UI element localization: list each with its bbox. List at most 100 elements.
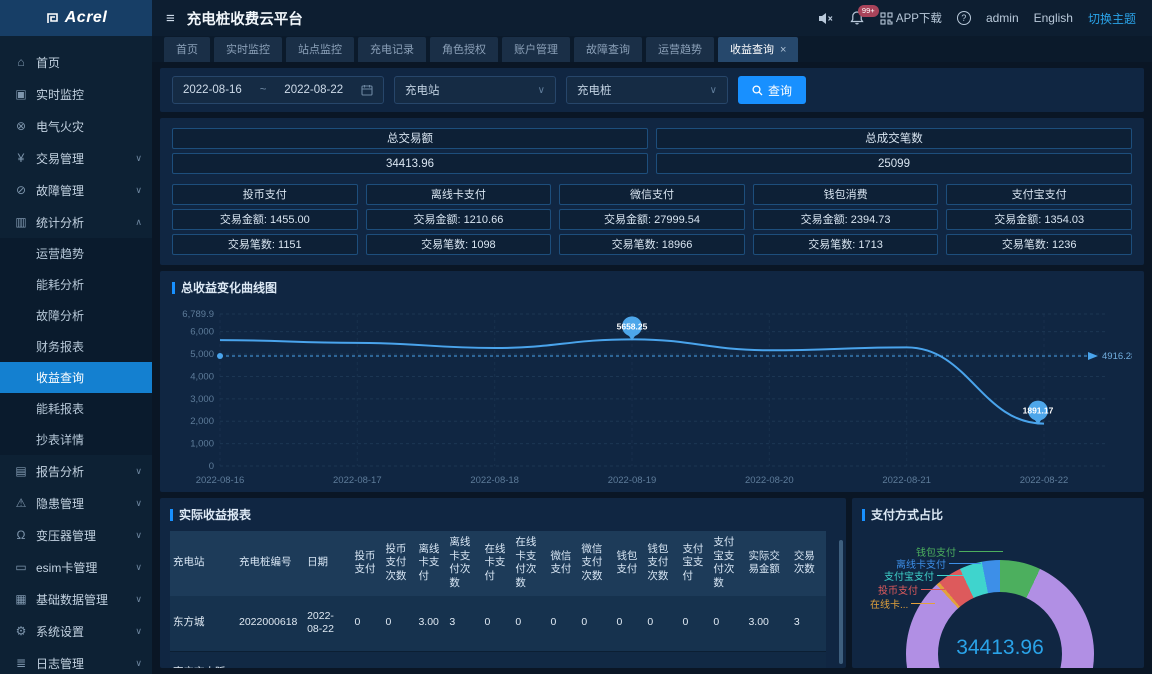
sidebar-item-隐患管理[interactable]: ⚠ 隐患管理 ∨: [0, 487, 152, 519]
table-cell: 0: [745, 651, 791, 668]
language-switch[interactable]: English: [1033, 11, 1073, 25]
station-select[interactable]: 充电站 ∨: [394, 76, 556, 104]
table-cell: 3: [790, 595, 826, 652]
tab-故障查询[interactable]: 故障查询: [574, 37, 642, 62]
table-cell: 东方城: [170, 595, 236, 652]
search-icon: [752, 84, 763, 95]
sidebar-item-label: 交易管理: [36, 151, 85, 166]
payment-count: 交易笔数: 1713: [752, 234, 939, 255]
pile-select[interactable]: 充电桩 ∨: [566, 76, 728, 104]
date-end-value[interactable]: 2022-08-22: [284, 84, 344, 96]
pie-legend-item: 投币支付: [878, 582, 945, 597]
date-range-picker[interactable]: 2022-08-16 ~ 2022-08-22: [172, 76, 384, 104]
sidebar-item-统计分析[interactable]: ▥ 统计分析 ∧: [0, 206, 152, 238]
payment-card-钱包消费: 钱包消费 交易金额: 2394.73 交易笔数: 1713: [752, 184, 939, 255]
log-icon: ≣: [15, 656, 27, 670]
revenue-chart-panel: 总收益变化曲线图 0 1,000 2,000 3,000 4,000 5,000 6,000…: [160, 271, 1144, 492]
table-scrollbar[interactable]: [839, 540, 843, 664]
svg-text:2022-08-20: 2022-08-20: [745, 475, 794, 486]
sidebar-subitem-抄表详情[interactable]: 抄表详情: [36, 433, 85, 447]
table-cell: 1: [578, 651, 614, 668]
payment-name: 微信支付: [559, 184, 745, 205]
sidebar-item-label: 故障管理: [36, 183, 85, 198]
theme-switch-link[interactable]: 切换主题: [1087, 11, 1136, 26]
table-cell: 0: [578, 595, 614, 652]
payment-card-投币支付: 投币支付 交易金额: 1455.00 交易笔数: 1151: [172, 184, 358, 255]
payment-amount: 交易金额: 1455.00: [172, 209, 358, 230]
transformer-icon: Ω: [16, 528, 26, 542]
close-icon[interactable]: ×: [780, 44, 787, 56]
payment-amount: 交易金额: 1354.03: [946, 209, 1132, 230]
tab-label: 运营趋势: [658, 44, 702, 56]
user-menu[interactable]: admin: [985, 11, 1019, 25]
chevron-down-icon: ∨: [135, 657, 142, 668]
tab-运营趋势[interactable]: 运营趋势: [646, 37, 714, 62]
collapse-sidebar-icon[interactable]: ≡: [166, 9, 175, 27]
table-cell: 0: [382, 651, 416, 668]
tab-站点监控[interactable]: 站点监控: [286, 37, 354, 62]
tab-账户管理[interactable]: 账户管理: [502, 37, 570, 62]
table-cell: 3: [446, 595, 482, 652]
table-cell: 0: [710, 651, 746, 668]
sidebar-item-label: 系统设置: [36, 624, 85, 639]
payment-count: 交易笔数: 1236: [946, 234, 1132, 255]
sidebar-item-系统设置[interactable]: ⚙ 系统设置 ∨: [0, 615, 152, 647]
payment-card-离线卡支付: 离线卡支付 交易金额: 1210.66 交易笔数: 1098: [365, 184, 552, 255]
svg-text:1,000: 1,000: [190, 439, 214, 450]
tab-首页[interactable]: 首页: [164, 37, 210, 62]
filter-panel: 2022-08-16 ~ 2022-08-22 充电站 ∨ 充电桩 ∨: [160, 68, 1144, 112]
column-header: 投币支付次数: [382, 531, 416, 596]
payment-count: 交易笔数: 1098: [365, 234, 552, 255]
tab-label: 充电记录: [370, 44, 414, 56]
chevron-down-icon: ∨: [135, 561, 142, 572]
sidebar-subitem-故障分析[interactable]: 故障分析: [36, 309, 85, 323]
sidebar-item-label: 实时监控: [36, 87, 85, 102]
sidebar-subitem-能耗分析[interactable]: 能耗分析: [36, 278, 85, 292]
column-header: 交易次数: [790, 531, 826, 596]
table-cell: 2022-08-22: [304, 595, 352, 652]
payment-name: 支付宝支付: [946, 184, 1132, 205]
pie-title: 支付方式占比: [871, 508, 944, 522]
pie-legend-item: 离线卡支付: [896, 556, 981, 571]
date-start-value[interactable]: 2022-08-16: [183, 84, 242, 96]
sim-card-icon: ▭: [15, 560, 27, 574]
payment-card-微信支付: 微信支付 交易金额: 27999.54 交易笔数: 18966: [559, 184, 745, 255]
help-icon[interactable]: ?: [956, 11, 971, 25]
sidebar-item-报告分析[interactable]: ▤ 报告分析 ∨: [0, 455, 152, 487]
mute-icon[interactable]: [818, 10, 834, 26]
sidebar: ⌂ 首页 ▣ 实时监控 ⊗ 电气火灾 ¥ 交易管理 ∨ ⊘ 故障管理 ∨ ▥ 统计分析 ∧ 运营趋势 能耗分析故…: [0, 36, 152, 674]
payment-card-支付宝支付: 支付宝支付交易金额: 1354.03 交易笔数: 1236: [946, 184, 1132, 255]
sidebar-item-故障管理[interactable]: ⊘ 故障管理 ∨: [0, 174, 152, 206]
column-header: 充电桩编号: [236, 531, 305, 596]
pie-legend-label: 离线卡支付: [896, 560, 946, 571]
sidebar-item-交易管理[interactable]: ¥ 交易管理 ∨: [0, 142, 152, 174]
table-cell: 1: [790, 651, 826, 668]
revenue-line-chart: 0 1,000 2,000 3,000 4,000 5,000 6,000 6,789.9 20…: [182, 309, 1132, 486]
table-header-row: 充电站 充电桩编号 日期 投币支付 投币支付次数 离线卡支付 离线卡支付次数 在线卡支付 在线卡…: [170, 531, 826, 596]
sidebar-item-基础数据管理[interactable]: ▦ 基础数据管理 ∨: [0, 583, 152, 615]
sidebar-item-首页[interactable]: ⌂ 首页: [0, 46, 152, 78]
sidebar-item-esim卡管理[interactable]: ▭ esim卡管理 ∨: [0, 551, 152, 583]
sidebar-subitem-能耗报表[interactable]: 能耗报表: [36, 402, 85, 416]
bell-icon[interactable]: 99+: [849, 5, 879, 26]
svg-text:6,000: 6,000: [190, 327, 214, 338]
svg-text:6,789.9: 6,789.9: [182, 309, 214, 320]
sidebar-item-日志管理[interactable]: ≣ 日志管理 ∨: [0, 647, 152, 674]
pie-legend-label: 钱包支付: [916, 548, 956, 559]
app-download-button[interactable]: APP下载: [880, 10, 942, 26]
search-button[interactable]: 查询: [738, 76, 807, 104]
tab-角色授权[interactable]: 角色授权: [430, 37, 498, 62]
content-area: 2022-08-16 ~ 2022-08-22 充电站 ∨ 充电桩 ∨: [152, 62, 1152, 674]
tab-收益查询[interactable]: 收益查询 ×: [718, 37, 799, 62]
sidebar-item-实时监控[interactable]: ▣ 实时监控: [0, 78, 152, 110]
sidebar-subitem-运营趋势[interactable]: 运营趋势: [36, 247, 85, 261]
tab-充电记录[interactable]: 充电记录: [358, 37, 426, 62]
sidebar-subitem-收益查询[interactable]: 收益查询: [0, 362, 152, 393]
tab-label: 站点监控: [298, 44, 342, 56]
sidebar-subitem-财务报表[interactable]: 财务报表: [36, 340, 85, 354]
tab-实时监控[interactable]: 实时监控: [214, 37, 282, 62]
sidebar-item-电气火灾[interactable]: ⊗ 电气火灾: [0, 110, 152, 142]
payment-count: 交易笔数: 1151: [172, 234, 358, 255]
sidebar-item-变压器管理[interactable]: Ω 变压器管理 ∨: [0, 519, 152, 551]
